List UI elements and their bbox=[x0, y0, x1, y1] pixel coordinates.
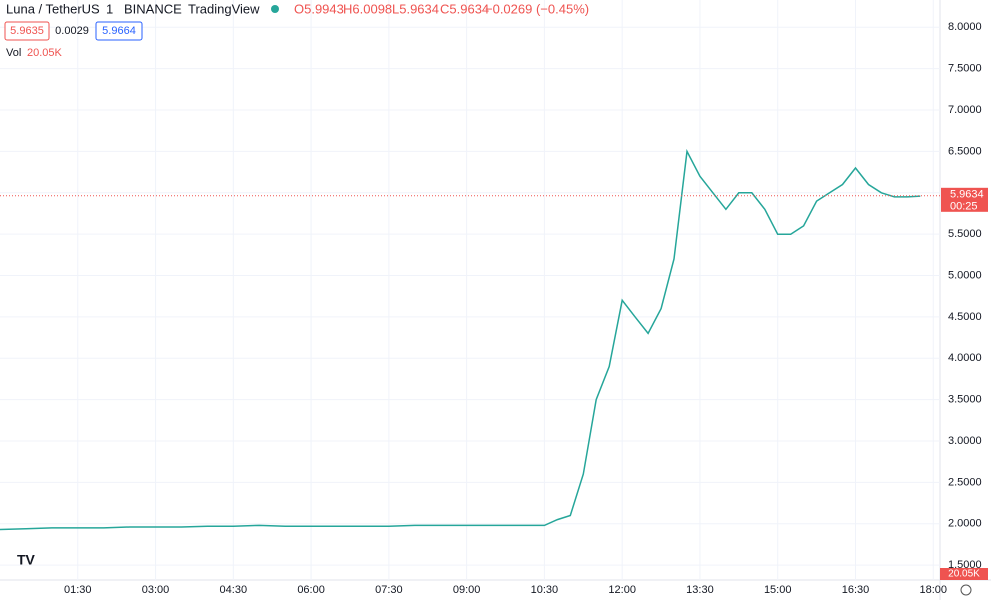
y-tick-label: 5.5000 bbox=[948, 228, 982, 240]
y-tick-label: 1.5000 bbox=[948, 559, 982, 571]
settings-icon[interactable] bbox=[960, 584, 972, 596]
x-tick-label: 15:00 bbox=[764, 584, 792, 596]
y-tick-label: 2.5000 bbox=[948, 476, 982, 488]
x-tick-label: 13:30 bbox=[686, 584, 714, 596]
y-tick-label: 7.5000 bbox=[948, 63, 982, 75]
bid-box bbox=[4, 21, 50, 41]
vol-label: Vol bbox=[6, 47, 21, 59]
symbol: Luna / TetherUS bbox=[6, 1, 100, 16]
y-tick-label: 2.0000 bbox=[948, 518, 982, 530]
source: TradingView bbox=[188, 1, 260, 16]
x-tick-label: 16:30 bbox=[842, 584, 870, 596]
ask-box bbox=[95, 21, 143, 41]
y-tick-label: 4.0000 bbox=[948, 352, 982, 364]
x-tick-label: 10:30 bbox=[531, 584, 559, 596]
y-tick-label: 3.5000 bbox=[948, 394, 982, 406]
y-tick-label: 7.0000 bbox=[948, 104, 982, 116]
last-price-timer: 00:25 bbox=[950, 201, 978, 213]
close: C5.9634 bbox=[440, 1, 489, 16]
y-tick-label: 3.0000 bbox=[948, 435, 982, 447]
x-tick-label: 09:00 bbox=[453, 584, 481, 596]
status-dot bbox=[271, 5, 279, 13]
vol-tag bbox=[940, 568, 988, 580]
x-tick-label: 03:00 bbox=[142, 584, 170, 596]
low: L5.9634 bbox=[392, 1, 439, 16]
y-tick-label: 6.5000 bbox=[948, 145, 982, 157]
bid: 5.9635 bbox=[10, 25, 44, 37]
y-tick-label: 5.0000 bbox=[948, 269, 982, 281]
exchange: BINANCE bbox=[124, 1, 182, 16]
y-tick-label: 4.5000 bbox=[948, 311, 982, 323]
interval: 1 bbox=[106, 1, 113, 16]
x-tick-label: 07:30 bbox=[375, 584, 403, 596]
tv-logo: TV bbox=[17, 552, 36, 568]
last-price-label: 5.9634 bbox=[950, 189, 984, 201]
y-tick-label: 8.0000 bbox=[948, 21, 982, 33]
high: H6.0098 bbox=[343, 1, 392, 16]
spread: 0.0029 bbox=[55, 25, 89, 37]
last-price-tag bbox=[941, 187, 988, 212]
vol-tag-text: 20.05K bbox=[948, 569, 980, 580]
price-line bbox=[0, 148, 921, 531]
x-tick-label: 12:00 bbox=[608, 584, 636, 596]
vol-value: 20.05K bbox=[27, 47, 63, 59]
change: −0.0269 (−0.45%) bbox=[485, 1, 589, 16]
x-tick-label: 18:00 bbox=[919, 584, 947, 596]
x-tick-label: 01:30 bbox=[64, 584, 92, 596]
x-tick-label: 04:30 bbox=[220, 584, 248, 596]
ask: 5.9664 bbox=[102, 25, 136, 37]
x-tick-label: 06:00 bbox=[297, 584, 325, 596]
open: O5.9943 bbox=[294, 1, 344, 16]
